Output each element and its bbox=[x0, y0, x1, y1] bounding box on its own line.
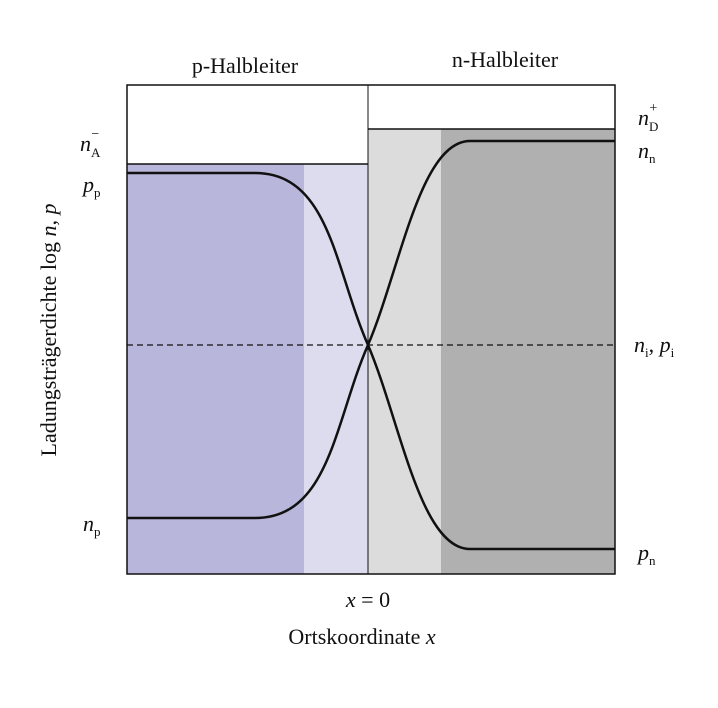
donor-density-label: nD+ bbox=[638, 101, 658, 134]
p-bulk-region bbox=[127, 164, 304, 574]
hole-majority-label: pp bbox=[81, 172, 101, 200]
electron-density-curve bbox=[127, 139, 615, 520]
p-region-label: p-Halbleiter bbox=[192, 53, 299, 78]
n-region-label: n-Halbleiter bbox=[452, 47, 559, 72]
electron-majority-label: nn bbox=[638, 138, 656, 166]
plot-frame bbox=[126, 84, 616, 575]
n-depletion-region bbox=[368, 129, 441, 574]
y-axis-label: Ladungsträgerdichte log n, p bbox=[36, 204, 61, 457]
hole-minority-label: pn bbox=[636, 540, 656, 568]
n-bulk-region bbox=[441, 129, 615, 574]
origin-label: x = 0 bbox=[345, 587, 390, 612]
electron-minority-label: np bbox=[83, 511, 101, 539]
x-axis-label: Ortskoordinate x bbox=[288, 624, 435, 649]
intrinsic-density-label: ni, pi bbox=[634, 332, 675, 360]
acceptor-density-label: nA− bbox=[80, 127, 101, 160]
